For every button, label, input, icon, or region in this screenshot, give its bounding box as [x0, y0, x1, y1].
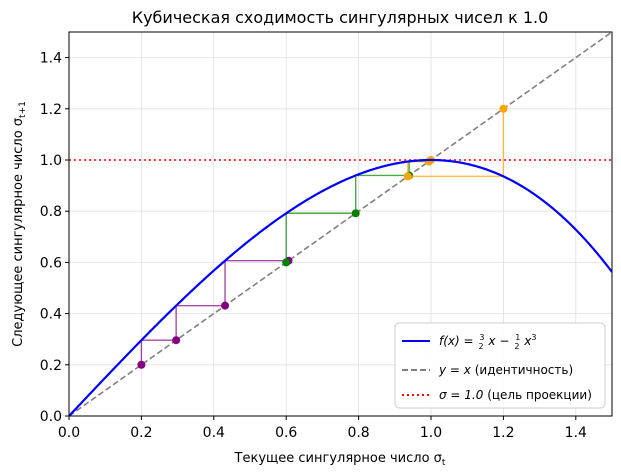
x-tick-label: 1.0 — [420, 425, 442, 441]
iteration-point — [282, 258, 291, 267]
iteration-point — [137, 360, 146, 369]
x-axis-label-sub: t — [442, 458, 446, 468]
function-curve — [69, 158, 612, 416]
y-tick-label: 1.4 — [40, 51, 62, 67]
legend-label-target: σ = 1.0 (цель проекции) — [439, 388, 592, 402]
y-tick-label: 0.6 — [40, 255, 62, 271]
legend-identity-text: (идентичность) — [475, 363, 573, 377]
y-tick-label: 0.2 — [40, 358, 62, 374]
legend-sigma-math: σ = 1.0 — [439, 388, 484, 402]
iteration-point — [403, 172, 412, 181]
x-tick-label: 0.0 — [58, 425, 80, 441]
x-axis-label: Текущее сингулярное число σt — [234, 451, 446, 468]
iteration-point — [172, 336, 181, 345]
legend-frac1-num: 3 — [479, 333, 484, 342]
legend-frac2-den: 2 — [514, 342, 519, 351]
x-tick-label: 1.2 — [492, 425, 514, 441]
y-tick-label: 1.0 — [40, 153, 62, 169]
x-tick-label: 0.8 — [347, 425, 369, 441]
legend-sigma-text: (цель проекции) — [487, 388, 592, 402]
iteration-point — [351, 209, 360, 218]
plot-area — [69, 32, 612, 416]
x-axis: 0.0 0.2 0.4 0.6 0.8 1.0 1.2 1.4 — [58, 416, 587, 441]
y-axis: 0.0 0.2 0.4 0.6 0.8 1.0 1.2 1.4 — [40, 51, 69, 425]
legend-box — [394, 322, 606, 409]
legend-fx-exp: 3 — [531, 333, 536, 342]
y-axis-label-sub: t+1 — [18, 101, 28, 118]
x-tick-label: 0.6 — [275, 425, 297, 441]
y-tick-label: 1.2 — [40, 102, 62, 118]
x-tick-label: 0.4 — [203, 425, 225, 441]
chart-title: Кубическая сходимость сингулярных чисел … — [132, 8, 549, 27]
x-tick-label: 1.4 — [565, 425, 587, 441]
legend-identity-math: y = x — [438, 363, 472, 377]
plot-frame — [68, 31, 613, 417]
legend-fx-x2: x — [523, 334, 532, 348]
iteration-point — [221, 301, 230, 310]
y-tick-label: 0.4 — [40, 307, 62, 323]
y-tick-label: 0.8 — [40, 204, 62, 220]
legend-fx-x1: x − — [487, 334, 509, 348]
legend-frac1-den: 2 — [478, 342, 483, 351]
legend-label-identity: y = x (идентичность) — [438, 363, 573, 377]
y-axis-label-main: Следующее сингулярное число σ — [11, 118, 26, 347]
iteration-point — [499, 104, 508, 113]
y-tick-label: 0.0 — [40, 409, 62, 425]
identity-line — [69, 32, 612, 416]
y-axis-label: Следующее сингулярное число σt+1 — [11, 101, 28, 347]
legend-frac2-num: 1 — [515, 333, 520, 342]
x-tick-label: 0.2 — [130, 425, 152, 441]
x-axis-label-main: Текущее сингулярное число σ — [234, 451, 442, 466]
legend-fx-label: f(x) = — [439, 334, 474, 348]
